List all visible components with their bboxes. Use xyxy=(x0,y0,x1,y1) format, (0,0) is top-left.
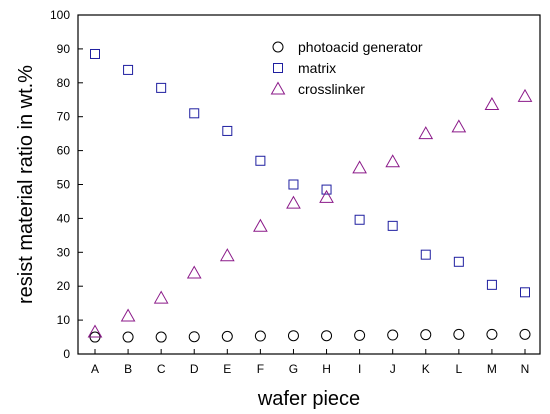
circle-point xyxy=(155,331,167,343)
square-point xyxy=(123,64,134,75)
circle-point xyxy=(420,329,432,341)
triangle-point xyxy=(319,189,334,203)
series-circle xyxy=(89,328,531,343)
legend-square-marker xyxy=(273,63,283,73)
series-triangle xyxy=(87,88,533,338)
triangle-point xyxy=(120,308,136,322)
triangle-point xyxy=(286,195,301,209)
square-point xyxy=(453,256,464,267)
x-tick-label: G xyxy=(289,362,298,376)
x-tick-label: N xyxy=(521,362,530,376)
legend-circle-marker xyxy=(272,41,284,53)
triangle-point xyxy=(153,290,169,304)
triangle-point xyxy=(418,126,434,140)
square-point xyxy=(321,184,332,195)
circle-point xyxy=(254,330,266,342)
legend: photoacid generator matrix crosslinker xyxy=(270,39,423,97)
y-tick-label: 90 xyxy=(57,42,71,56)
x-tick-label: H xyxy=(322,362,331,376)
triangle-point xyxy=(186,265,202,279)
square-point xyxy=(354,214,365,225)
triangle-point xyxy=(385,154,401,168)
x-tick-label: B xyxy=(124,362,132,376)
x-tick-label: D xyxy=(190,362,199,376)
triangle-point xyxy=(484,96,500,110)
square-point xyxy=(156,82,167,93)
data-series xyxy=(87,48,533,343)
x-tick-label: I xyxy=(358,362,361,376)
triangle-point xyxy=(352,160,367,174)
square-point xyxy=(222,125,233,136)
x-tick-label: M xyxy=(487,362,497,376)
triangle-point xyxy=(451,119,467,133)
x-tick-label: J xyxy=(390,362,396,376)
y-tick-label: 60 xyxy=(57,144,71,158)
y-tick-label: 40 xyxy=(57,211,71,225)
circle-point xyxy=(354,329,366,341)
square-point xyxy=(520,287,530,298)
circle-point xyxy=(188,331,200,343)
circle-point xyxy=(453,328,465,340)
circle-point xyxy=(486,328,498,340)
square-point xyxy=(255,155,266,166)
x-tick-label: E xyxy=(223,362,231,376)
legend-label: matrix xyxy=(298,60,336,76)
circle-point xyxy=(387,329,399,341)
x-axis: A B C D E F G H I J K L M N xyxy=(91,349,529,376)
y-tick-label: 70 xyxy=(57,110,71,124)
y-tick-label: 0 xyxy=(63,347,70,361)
square-point xyxy=(387,220,398,231)
y-axis-title: resist material ratio in wt.% xyxy=(15,65,37,304)
square-point xyxy=(189,108,200,119)
circle-point xyxy=(321,330,333,342)
x-tick-label: A xyxy=(91,362,99,376)
square-point xyxy=(90,48,100,59)
square-point xyxy=(420,249,431,260)
square-point xyxy=(288,179,299,190)
x-axis-title: wafer piece xyxy=(257,388,360,410)
x-tick-label: L xyxy=(456,362,463,376)
legend-label: crosslinker xyxy=(298,81,365,97)
y-tick-label: 80 xyxy=(57,76,71,90)
circle-point xyxy=(519,328,531,340)
triangle-point xyxy=(517,88,533,102)
y-axis: 0 10 20 30 40 50 60 70 80 90 100 xyxy=(50,8,83,361)
y-tick-label: 100 xyxy=(50,8,70,22)
circle-point xyxy=(122,331,134,343)
y-tick-label: 50 xyxy=(57,178,71,192)
x-tick-label: F xyxy=(257,362,264,376)
y-tick-label: 10 xyxy=(57,313,71,327)
square-point xyxy=(486,279,497,290)
y-tick-label: 30 xyxy=(57,245,71,259)
series-square xyxy=(90,48,530,298)
triangle-point xyxy=(87,324,103,338)
circle-point xyxy=(221,330,233,342)
y-tick-label: 20 xyxy=(57,279,71,293)
triangle-point xyxy=(253,218,268,232)
legend-label: photoacid generator xyxy=(298,39,423,55)
circle-point xyxy=(287,330,299,342)
legend-triangle-marker xyxy=(270,81,286,95)
x-tick-label: C xyxy=(157,362,166,376)
triangle-point xyxy=(219,248,235,262)
x-tick-label: K xyxy=(422,362,430,376)
